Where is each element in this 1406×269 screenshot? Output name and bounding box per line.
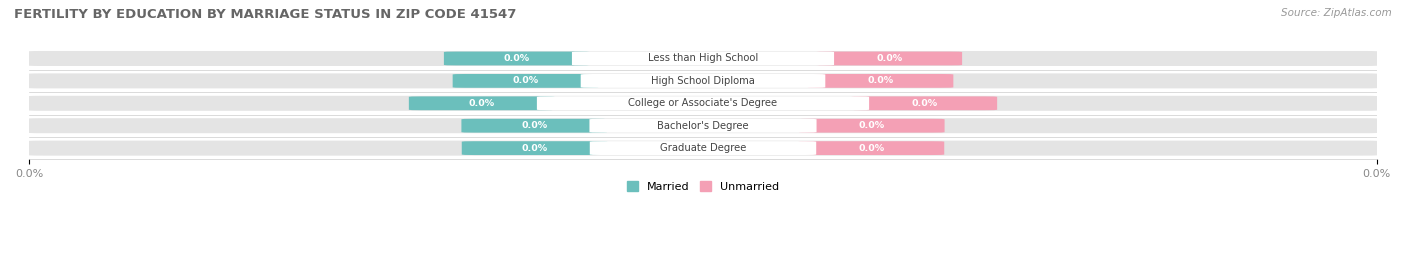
Text: 0.0%: 0.0% (868, 76, 894, 85)
FancyBboxPatch shape (25, 51, 1381, 66)
Text: 0.0%: 0.0% (522, 144, 547, 153)
Text: 0.0%: 0.0% (468, 99, 495, 108)
FancyBboxPatch shape (799, 141, 945, 155)
Text: High School Diploma: High School Diploma (651, 76, 755, 86)
FancyBboxPatch shape (25, 73, 1381, 89)
FancyBboxPatch shape (444, 52, 589, 65)
FancyBboxPatch shape (25, 118, 1381, 133)
FancyBboxPatch shape (25, 141, 1381, 156)
Text: College or Associate's Degree: College or Associate's Degree (628, 98, 778, 108)
FancyBboxPatch shape (799, 119, 945, 133)
FancyBboxPatch shape (461, 119, 607, 133)
FancyBboxPatch shape (852, 96, 997, 110)
FancyBboxPatch shape (572, 52, 834, 65)
Text: Source: ZipAtlas.com: Source: ZipAtlas.com (1281, 8, 1392, 18)
FancyBboxPatch shape (808, 74, 953, 88)
FancyBboxPatch shape (537, 96, 869, 110)
FancyBboxPatch shape (25, 96, 1381, 111)
FancyBboxPatch shape (589, 119, 817, 133)
Text: 0.0%: 0.0% (522, 121, 547, 130)
Legend: Married, Unmarried: Married, Unmarried (621, 177, 785, 196)
Text: 0.0%: 0.0% (859, 144, 884, 153)
FancyBboxPatch shape (581, 74, 825, 88)
Text: 0.0%: 0.0% (503, 54, 530, 63)
Text: Less than High School: Less than High School (648, 54, 758, 63)
Text: 0.0%: 0.0% (911, 99, 938, 108)
FancyBboxPatch shape (817, 52, 962, 65)
FancyBboxPatch shape (461, 141, 607, 155)
FancyBboxPatch shape (453, 74, 598, 88)
Text: Bachelor's Degree: Bachelor's Degree (657, 121, 749, 131)
Text: 0.0%: 0.0% (512, 76, 538, 85)
Text: FERTILITY BY EDUCATION BY MARRIAGE STATUS IN ZIP CODE 41547: FERTILITY BY EDUCATION BY MARRIAGE STATU… (14, 8, 516, 21)
Text: 0.0%: 0.0% (876, 54, 903, 63)
FancyBboxPatch shape (409, 96, 554, 110)
Text: Graduate Degree: Graduate Degree (659, 143, 747, 153)
FancyBboxPatch shape (589, 141, 817, 155)
Text: 0.0%: 0.0% (859, 121, 884, 130)
